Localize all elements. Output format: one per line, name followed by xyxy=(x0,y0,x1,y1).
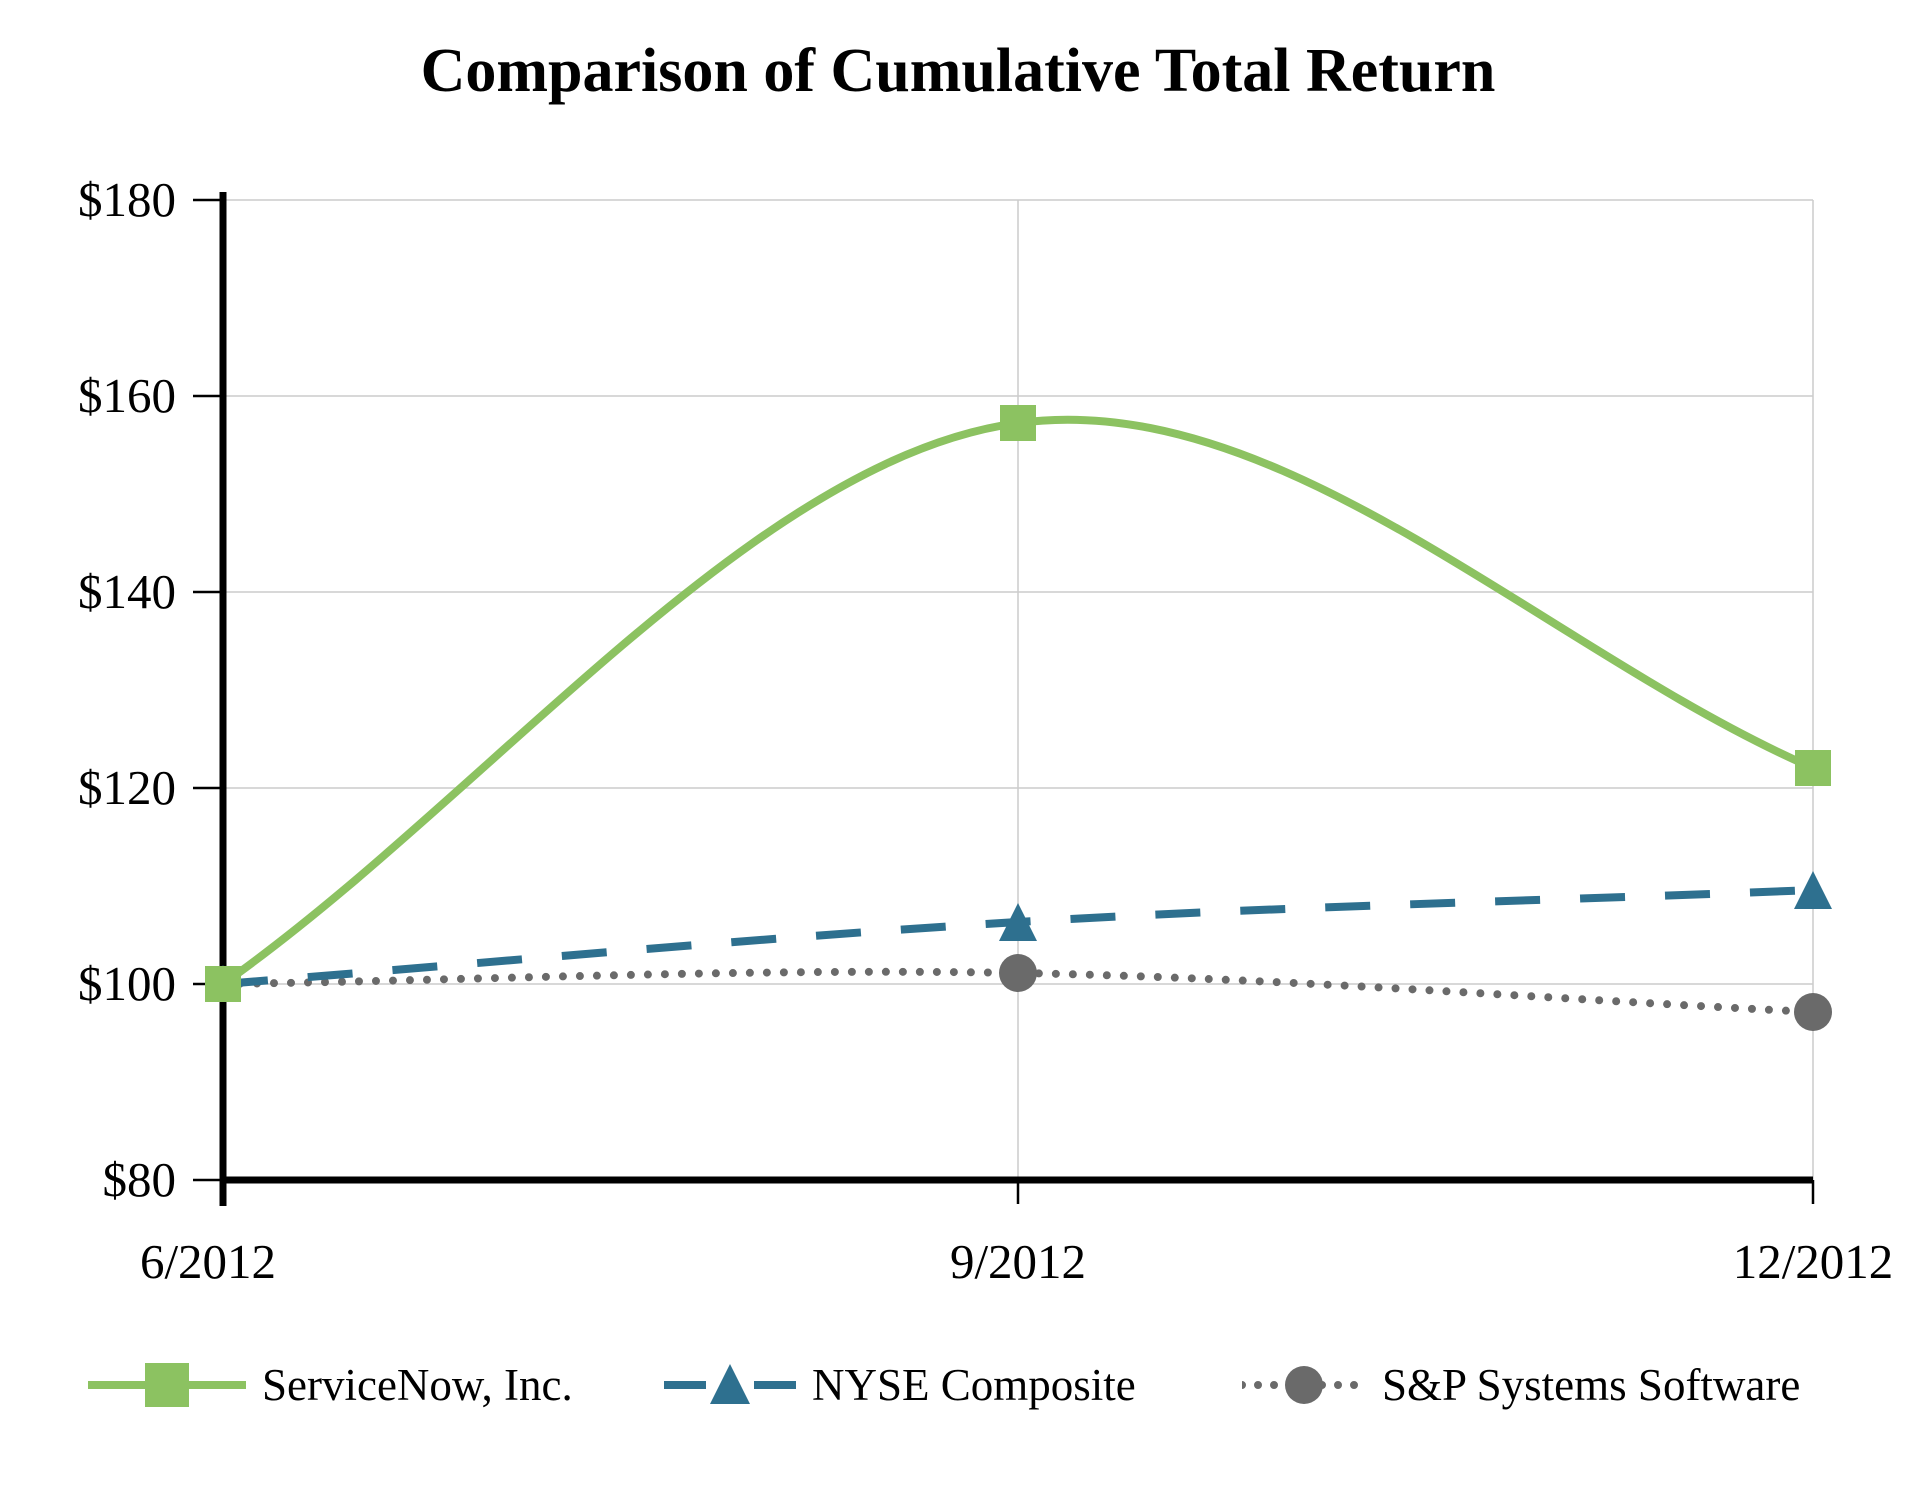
y-axis-tick-label: $120 xyxy=(78,760,176,815)
marker-circle xyxy=(999,954,1037,992)
legend-marker-triangle xyxy=(710,1364,750,1404)
y-axis-tick-label: $160 xyxy=(78,368,176,423)
marker-circle xyxy=(1794,993,1832,1031)
marker-square xyxy=(205,966,241,1002)
legend-item-sp-systems-software: S&P Systems Software xyxy=(1242,1357,1800,1413)
legend-marker-circle xyxy=(1285,1366,1323,1404)
chart-title: Comparison of Cumulative Total Return xyxy=(420,37,1496,105)
axes xyxy=(193,192,1815,1206)
y-axis-tick-label: $80 xyxy=(102,1152,177,1207)
legend-item-servicenow: ServiceNow, Inc. xyxy=(88,1357,573,1413)
legend-label: S&P Systems Software xyxy=(1382,1360,1801,1410)
marker-triangle xyxy=(999,903,1037,941)
y-axis-tick-label: $100 xyxy=(78,956,176,1011)
axis-ticks xyxy=(193,198,1815,1204)
x-axis-tick-label: 12/2012 xyxy=(1732,1234,1894,1289)
legend-label: NYSE Composite xyxy=(812,1360,1136,1410)
series-markers-servicenow xyxy=(205,405,1831,1002)
legend-item-nyse-composite: NYSE Composite xyxy=(664,1357,1136,1413)
y-axis-tick-label: $180 xyxy=(78,172,176,227)
x-axis-tick-label: 9/2012 xyxy=(949,1234,1087,1289)
plot-area xyxy=(193,192,1832,1206)
marker-square xyxy=(1795,750,1831,786)
marker-triangle xyxy=(1794,871,1832,909)
legend-marker-square xyxy=(145,1363,189,1407)
marker-square xyxy=(1000,405,1036,441)
legend-swatch-nyse-composite xyxy=(664,1364,796,1404)
y-axis-tick-label: $140 xyxy=(78,564,176,619)
legend-swatch-sp-systems-software xyxy=(1242,1366,1366,1404)
legend-swatch-servicenow xyxy=(88,1363,246,1407)
gridlines xyxy=(226,199,1814,1180)
legend-label: ServiceNow, Inc. xyxy=(262,1360,573,1410)
x-axis-tick-label: 6/2012 xyxy=(139,1234,277,1289)
